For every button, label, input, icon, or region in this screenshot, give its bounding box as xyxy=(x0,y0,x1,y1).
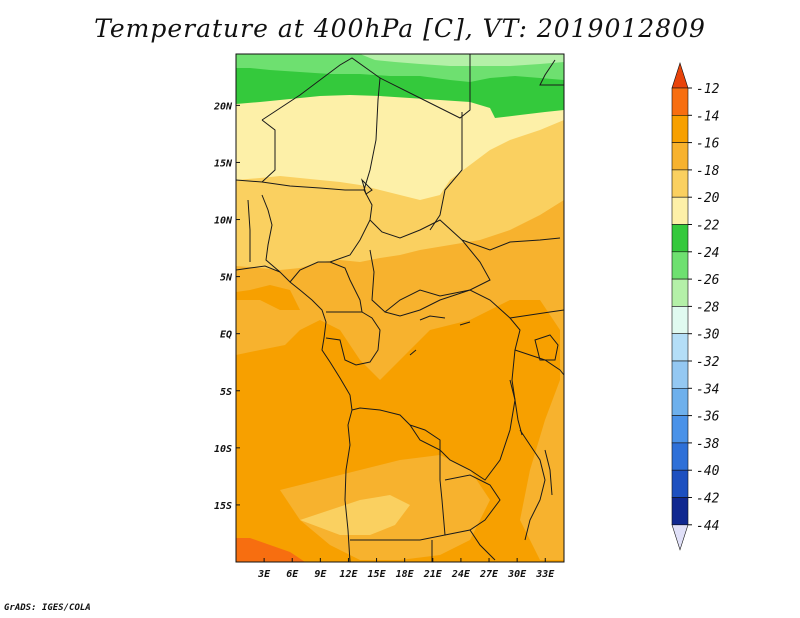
colorbar-label: -20 xyxy=(696,191,720,206)
river-congo-lakes xyxy=(409,315,471,356)
colorbar: -12 -14 -16 -18 -20 -22 -24 -26 -28 -30 -32 -34 -36 -… xyxy=(671,62,720,551)
colorbar-label: -24 xyxy=(696,246,719,261)
y-tick-label: 10N xyxy=(214,216,233,227)
field-yellow-orange-south xyxy=(300,495,410,535)
y-axis: 20N 15N 10N 5N EQ 5S 10S 15S xyxy=(213,101,240,512)
colorbar-label: -30 xyxy=(696,328,720,343)
colorbar-label: -44 xyxy=(696,519,719,534)
colorbar-swatch xyxy=(671,251,689,280)
colorbar-swatch xyxy=(671,333,689,362)
x-tick-label: 18E xyxy=(396,569,415,580)
x-tick-label: 27E xyxy=(479,569,499,580)
colorbar-label: -42 xyxy=(696,492,720,507)
map-frame xyxy=(235,53,565,563)
x-tick-label: 6E xyxy=(286,569,299,580)
colorbar-label: -14 xyxy=(696,109,719,124)
y-tick-label: EQ xyxy=(220,330,232,341)
border-north-west xyxy=(236,119,276,183)
colorbar-swatch xyxy=(671,196,689,225)
border-niger-chad xyxy=(329,77,381,263)
border-congo xyxy=(325,311,381,366)
colorbar-label: -34 xyxy=(696,382,719,397)
field-orange-light-inner xyxy=(236,285,300,310)
x-tick-label: 9E xyxy=(314,569,327,580)
temperature-field xyxy=(236,54,564,562)
border-mozambique xyxy=(519,429,546,541)
x-tick-label: 24E xyxy=(451,569,471,580)
lake-tanganyika xyxy=(509,379,523,436)
grads-credit: GrADS: IGES/COLA xyxy=(4,603,91,613)
colorbar-swatch xyxy=(671,469,689,498)
colorbar-swatch xyxy=(671,442,689,471)
colorbar-swatch xyxy=(671,115,689,143)
country-borders xyxy=(236,54,564,562)
x-tick-label: 21E xyxy=(423,569,443,580)
y-tick-label: 15S xyxy=(214,501,232,512)
y-tick-label: 15N xyxy=(214,158,233,169)
border-benin xyxy=(247,199,251,262)
field-orange-dark xyxy=(236,538,305,562)
y-tick-label: 10S xyxy=(214,444,232,455)
colorbar-swatch xyxy=(671,224,689,253)
colorbar-swatch xyxy=(671,306,689,334)
colorbar-label: -38 xyxy=(696,437,720,452)
border-drc xyxy=(351,289,521,481)
border-east-africa xyxy=(509,309,564,319)
x-tick-label: 12E xyxy=(339,569,358,580)
colorbar-swatch xyxy=(671,278,689,307)
x-tick-label: 15E xyxy=(368,569,387,580)
lake-victoria xyxy=(534,334,559,361)
border-west-africa-coast xyxy=(236,265,353,562)
y-tick-label: 5N xyxy=(220,273,233,284)
colorbar-swatch xyxy=(671,387,689,416)
y-tick-label: 20N xyxy=(213,101,233,112)
colorbar-swatch xyxy=(671,415,689,444)
border-car xyxy=(369,219,491,313)
colorbar-label: -18 xyxy=(696,164,720,179)
border-south-sudan xyxy=(461,237,561,251)
x-tick-label: 30E xyxy=(507,569,527,580)
colorbar-label: -12 xyxy=(696,82,720,97)
border-botswana xyxy=(469,529,496,561)
border-east-coast xyxy=(539,59,564,86)
border-nigeria xyxy=(261,194,281,273)
colorbar-swatch xyxy=(671,169,689,198)
colorbar-top-arrow xyxy=(671,62,689,89)
x-axis: 3E 6E 9E 12E 15E 18E 21E 24E 27E 30E 33E xyxy=(257,558,555,580)
colorbar-swatch xyxy=(671,497,689,526)
field-light-green xyxy=(360,54,564,66)
colorbar-label: -28 xyxy=(696,300,720,315)
border-mali-niger xyxy=(261,181,364,191)
x-tick-label: 33E xyxy=(535,569,555,580)
colorbar-label: -36 xyxy=(696,410,720,425)
plot-title: Temperature at 400hPa [C], VT: 201901280… xyxy=(94,14,706,43)
colorbar-swatch xyxy=(671,360,689,389)
colorbar-label: -32 xyxy=(696,355,720,370)
colorbar-bottom-arrow xyxy=(671,524,689,551)
colorbar-label: -22 xyxy=(696,219,720,234)
y-tick-label: 5S xyxy=(220,387,232,398)
colorbar-swatch xyxy=(671,87,689,116)
border-sudan-west xyxy=(429,112,463,231)
border-angola-zambia xyxy=(350,424,446,541)
colorbar-label: -16 xyxy=(696,137,720,152)
colorbar-label: -40 xyxy=(696,464,720,479)
lake-chad xyxy=(360,178,373,195)
colorbar-swatch xyxy=(671,142,689,171)
border-cameroon xyxy=(289,261,363,313)
x-tick-label: 3E xyxy=(257,569,271,580)
lake-malawi xyxy=(544,449,553,496)
colorbar-label: -26 xyxy=(696,273,720,288)
